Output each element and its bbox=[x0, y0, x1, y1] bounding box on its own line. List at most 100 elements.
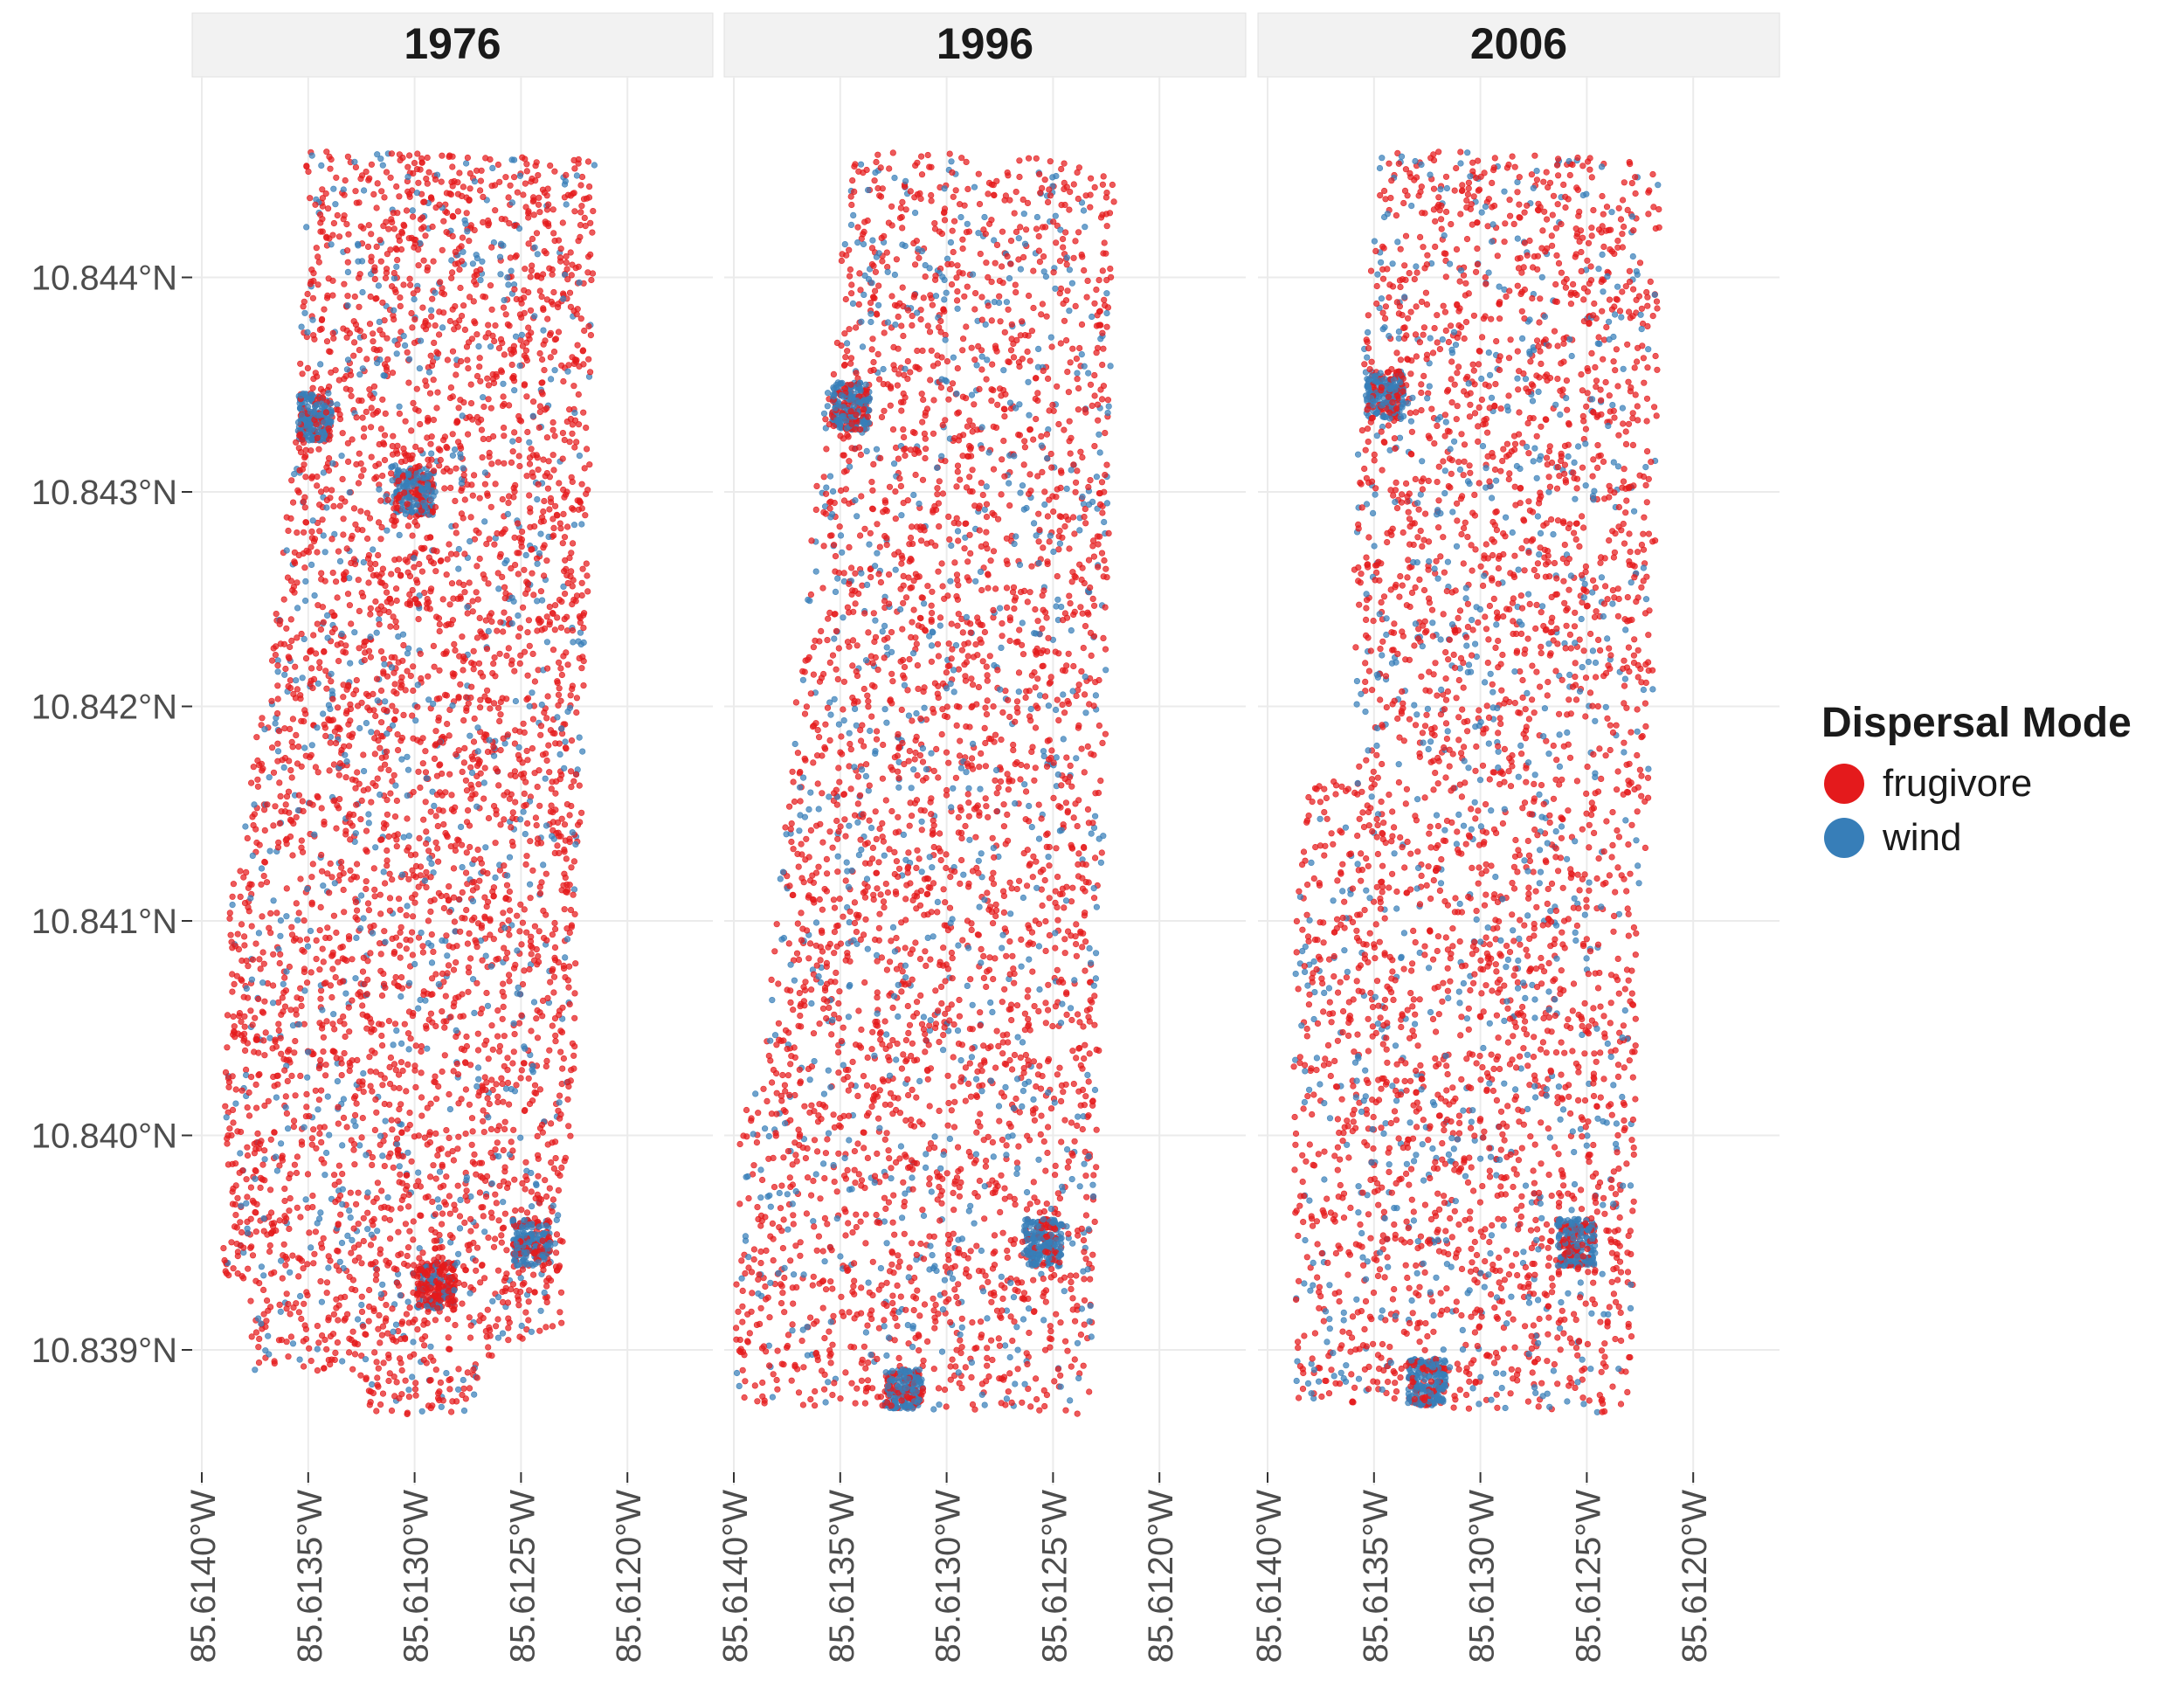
point-frugivore bbox=[446, 1335, 452, 1341]
point-frugivore bbox=[245, 1104, 251, 1110]
point-frugivore bbox=[352, 1258, 358, 1264]
point-frugivore bbox=[436, 332, 442, 338]
point-frugivore bbox=[470, 417, 476, 423]
point-frugivore bbox=[435, 390, 441, 396]
point-frugivore bbox=[273, 1037, 279, 1043]
point-frugivore bbox=[389, 654, 395, 661]
point-frugivore bbox=[473, 792, 479, 798]
point-frugivore bbox=[529, 470, 536, 476]
point-frugivore bbox=[447, 1346, 453, 1353]
point-frugivore bbox=[558, 625, 564, 631]
point-frugivore bbox=[534, 946, 540, 952]
point-frugivore bbox=[435, 1262, 441, 1268]
point-frugivore bbox=[377, 621, 383, 627]
point-frugivore bbox=[304, 1091, 310, 1097]
point-frugivore bbox=[492, 207, 498, 213]
point-wind bbox=[577, 280, 583, 286]
point-frugivore bbox=[529, 546, 536, 552]
point-wind bbox=[571, 887, 577, 893]
point-frugivore bbox=[420, 817, 426, 823]
point-frugivore bbox=[368, 566, 374, 572]
point-frugivore bbox=[347, 733, 353, 739]
point-frugivore bbox=[442, 486, 448, 492]
point-frugivore bbox=[504, 1271, 510, 1277]
point-wind bbox=[290, 1341, 296, 1347]
point-frugivore bbox=[469, 482, 475, 488]
point-frugivore bbox=[467, 844, 473, 850]
point-frugivore bbox=[478, 178, 484, 184]
point-frugivore bbox=[329, 536, 335, 543]
point-frugivore bbox=[228, 932, 234, 938]
point-frugivore bbox=[258, 966, 264, 972]
point-frugivore bbox=[226, 1084, 232, 1090]
point-frugivore bbox=[371, 1308, 377, 1314]
point-frugivore bbox=[294, 635, 301, 641]
point-frugivore bbox=[377, 328, 384, 334]
point-frugivore bbox=[283, 1094, 289, 1100]
point-frugivore bbox=[288, 617, 294, 623]
point-frugivore bbox=[511, 343, 517, 349]
point-wind bbox=[397, 532, 403, 538]
point-wind bbox=[352, 159, 358, 165]
point-wind bbox=[326, 1132, 332, 1138]
point-frugivore bbox=[463, 870, 469, 876]
point-frugivore bbox=[350, 1329, 356, 1335]
point-frugivore bbox=[432, 1293, 438, 1299]
point-frugivore bbox=[326, 890, 332, 896]
point-wind bbox=[259, 1321, 265, 1327]
point-frugivore bbox=[368, 1083, 374, 1090]
point-frugivore bbox=[464, 850, 470, 856]
point-frugivore bbox=[401, 642, 407, 648]
point-wind bbox=[372, 845, 378, 851]
point-frugivore bbox=[525, 580, 531, 586]
point-frugivore bbox=[334, 1297, 340, 1303]
point-frugivore bbox=[284, 626, 290, 632]
point-frugivore bbox=[408, 673, 414, 679]
point-frugivore bbox=[245, 963, 252, 969]
point-wind bbox=[271, 898, 277, 904]
point-frugivore bbox=[376, 1366, 382, 1372]
point-frugivore bbox=[467, 764, 473, 771]
point-wind bbox=[415, 1170, 421, 1176]
point-frugivore bbox=[577, 619, 584, 626]
point-frugivore bbox=[441, 468, 447, 474]
point-frugivore bbox=[537, 732, 543, 738]
point-frugivore bbox=[572, 166, 578, 172]
point-frugivore bbox=[298, 996, 304, 1002]
point-wind bbox=[398, 993, 404, 1000]
point-frugivore bbox=[525, 586, 531, 592]
point-frugivore bbox=[292, 664, 298, 670]
point-frugivore bbox=[385, 1263, 391, 1269]
point-frugivore bbox=[501, 1099, 507, 1105]
point-frugivore bbox=[583, 425, 589, 431]
point-wind bbox=[475, 1076, 481, 1083]
point-frugivore bbox=[411, 1263, 417, 1269]
point-frugivore bbox=[547, 1186, 553, 1192]
point-frugivore bbox=[262, 999, 268, 1005]
point-frugivore bbox=[233, 1087, 239, 1093]
point-frugivore bbox=[290, 744, 296, 751]
point-wind bbox=[498, 272, 504, 278]
point-frugivore bbox=[477, 615, 483, 621]
point-frugivore bbox=[439, 1162, 446, 1168]
point-frugivore bbox=[569, 505, 575, 511]
point-frugivore bbox=[584, 589, 591, 595]
point-wind bbox=[552, 367, 558, 373]
point-frugivore bbox=[474, 373, 480, 379]
point-frugivore bbox=[433, 1131, 439, 1137]
point-frugivore bbox=[328, 861, 334, 867]
point-frugivore bbox=[495, 1317, 501, 1323]
point-wind bbox=[406, 1387, 412, 1393]
point-frugivore bbox=[536, 467, 542, 473]
point-frugivore bbox=[281, 597, 287, 603]
point-frugivore bbox=[371, 191, 377, 197]
point-frugivore bbox=[393, 183, 399, 190]
point-frugivore bbox=[565, 276, 571, 282]
point-frugivore bbox=[446, 963, 452, 969]
point-wind bbox=[460, 1377, 467, 1383]
point-frugivore bbox=[258, 1185, 264, 1191]
point-frugivore bbox=[281, 975, 287, 981]
point-frugivore bbox=[474, 564, 480, 570]
point-frugivore bbox=[324, 1280, 330, 1286]
point-frugivore bbox=[541, 1267, 547, 1273]
